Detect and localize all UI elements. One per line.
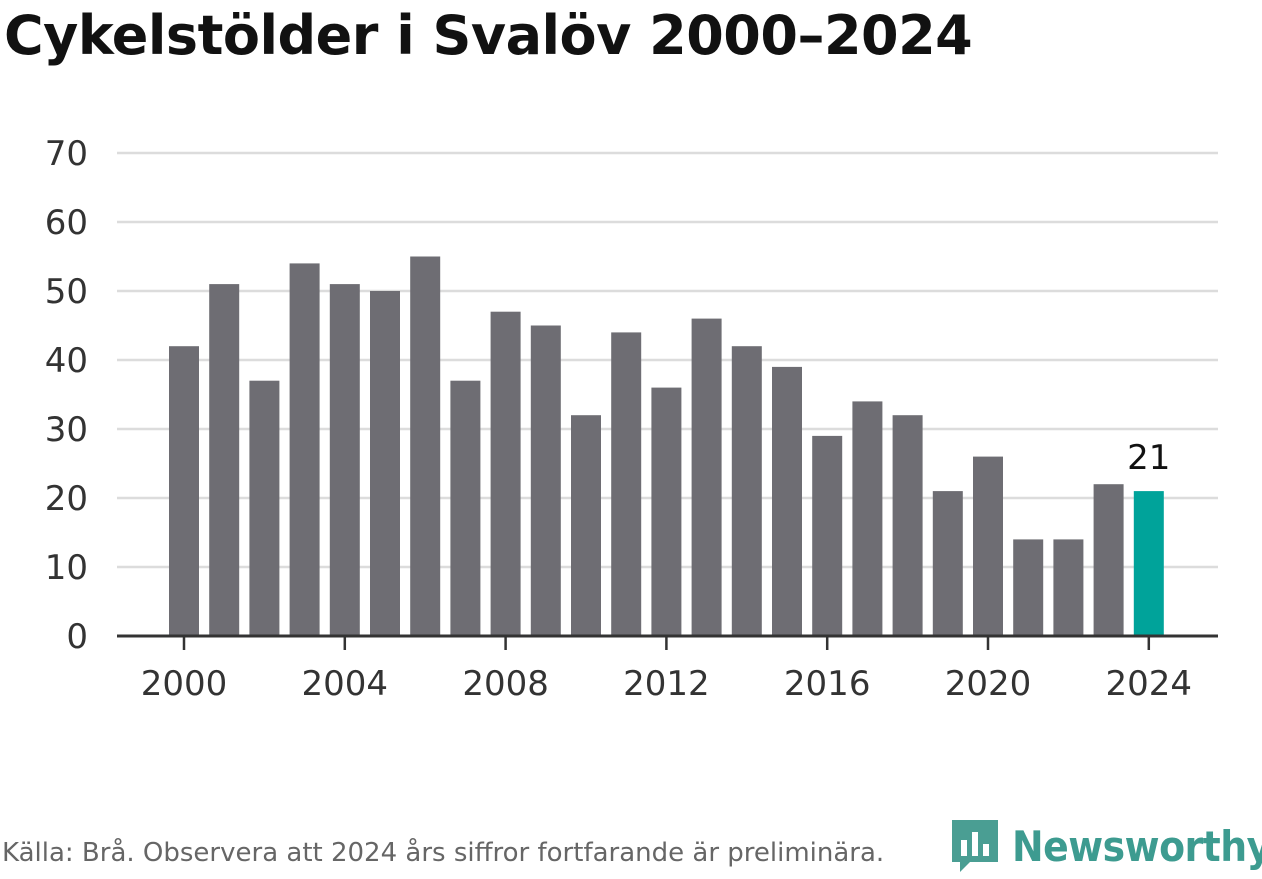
y-tick-label: 30 [45,410,88,450]
bar-2003 [289,263,320,636]
bar-2023 [1093,484,1124,636]
bar-2006 [410,256,441,636]
x-tick-label: 2024 [1106,664,1193,704]
bar-2015 [772,366,802,636]
bar-2014 [731,346,762,636]
bar-2011 [611,332,642,636]
x-tick-label: 2000 [141,664,228,704]
annotations: 21 [1127,438,1170,478]
x-tick-label: 2016 [784,664,871,704]
y-tick-label: 0 [66,617,88,657]
bar-2008 [490,311,521,636]
y-tick-label: 40 [45,341,88,381]
source-note: Källa: Brå. Observera att 2024 års siffr… [2,838,885,868]
y-tick-label: 70 [45,134,88,174]
bar-2009 [530,325,561,636]
brand-name: Newsworthy [1012,821,1262,871]
x-tick-label: 2020 [945,664,1032,704]
bar-2001 [209,284,240,636]
x-axis-ticks: 2000 2004 2008 2012 2016 2020 2024 [141,636,1192,704]
bar-2022 [1053,539,1084,636]
bar-2021 [1013,539,1044,636]
y-tick-label: 60 [45,203,88,243]
x-tick-label: 2012 [623,664,710,704]
newsworthy-logo-icon [952,820,998,872]
bar-2019 [932,491,963,636]
bar-2004 [329,284,360,636]
bar-2005 [370,291,400,636]
brand-logo: Newsworthy [950,818,1262,874]
bar-2017 [852,401,883,636]
y-tick-label: 20 [45,479,88,519]
bar-2007 [450,380,481,636]
bar-2000 [169,346,199,636]
y-axis-ticks: 0 10 20 30 40 50 60 70 [45,134,88,657]
bar-2024 [1133,491,1164,636]
bar-2010 [571,415,601,636]
y-tick-label: 10 [45,548,88,588]
data-label-2024: 21 [1127,438,1170,478]
bars [169,256,1164,636]
bar-2016 [812,435,843,636]
bar-2020 [973,456,1003,636]
x-tick-label: 2004 [302,664,389,704]
bar-2012 [651,387,682,636]
bar-2018 [892,415,923,636]
y-tick-label: 50 [45,272,88,312]
bar-2002 [249,380,280,636]
x-tick-label: 2008 [462,664,549,704]
bar-2013 [691,318,722,636]
page-title: Cykelstölder i Svalöv 2000–2024 [4,4,973,67]
